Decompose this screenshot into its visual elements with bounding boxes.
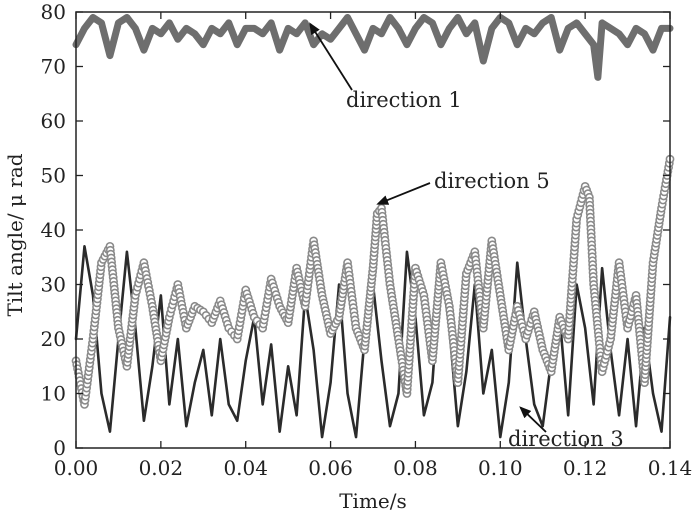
x-tick-label: 0.02	[139, 456, 184, 480]
x-tick-label: 0.08	[393, 456, 438, 480]
y-tick-label: 30	[41, 273, 66, 297]
plot-marks	[71, 13, 675, 439]
annotation-arrow	[376, 182, 431, 205]
annotation-arrow	[309, 22, 353, 91]
axis-ticks: 0.00 0.02 0.04 0.06 0.08 0.10 0.12 0.14 0 10 20 30 4…	[41, 0, 693, 480]
y-tick-label: 80	[41, 0, 66, 24]
x-tick-label: 0.06	[308, 456, 353, 480]
x-tick-label: 0.00	[54, 456, 99, 480]
x-tick-label: 0.10	[478, 456, 523, 480]
y-tick-label: 0	[53, 436, 66, 460]
y-tick-label: 40	[41, 218, 66, 242]
x-tick-label: 0.04	[223, 456, 268, 480]
y-tick-label: 10	[41, 382, 66, 406]
x-axis-label: Time/s	[339, 489, 407, 513]
x-tick-label: 0.14	[648, 456, 693, 480]
series-line-direction-1	[72, 13, 674, 81]
x-tick-label: 0.12	[563, 456, 608, 480]
y-tick-label: 50	[41, 164, 66, 188]
annotations: direction 1 direction 5 direction 3	[309, 22, 624, 451]
annotation-label: direction 5	[434, 169, 550, 193]
annotation-arrow	[519, 406, 547, 433]
y-axis-label: Tilt angle/ μ rad	[3, 153, 27, 316]
y-tick-label: 20	[41, 327, 66, 351]
annotation-label: direction 1	[346, 88, 462, 112]
annotation-label: direction 3	[508, 427, 624, 451]
y-tick-label: 70	[41, 55, 66, 79]
y-tick-label: 60	[41, 109, 66, 133]
